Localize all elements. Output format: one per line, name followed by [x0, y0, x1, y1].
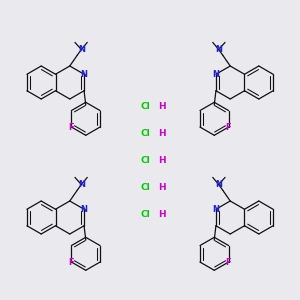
Text: Cl: Cl: [141, 210, 150, 219]
Text: H: H: [158, 129, 166, 138]
Text: F: F: [69, 122, 74, 131]
Text: N: N: [81, 205, 88, 214]
Text: H: H: [158, 183, 166, 192]
Text: N: N: [78, 45, 85, 54]
Text: Cl: Cl: [141, 183, 150, 192]
Text: N: N: [215, 45, 222, 54]
Text: Cl: Cl: [141, 102, 150, 111]
Text: F: F: [69, 257, 74, 266]
Text: H: H: [158, 156, 166, 165]
Text: N: N: [215, 180, 222, 189]
Text: H: H: [158, 102, 166, 111]
Text: H: H: [158, 210, 166, 219]
Text: N: N: [212, 70, 219, 79]
Text: Cl: Cl: [141, 129, 150, 138]
Text: F: F: [226, 122, 231, 131]
Text: N: N: [212, 205, 219, 214]
Text: F: F: [226, 257, 231, 266]
Text: N: N: [78, 180, 85, 189]
Text: Cl: Cl: [141, 156, 150, 165]
Text: N: N: [81, 70, 88, 79]
